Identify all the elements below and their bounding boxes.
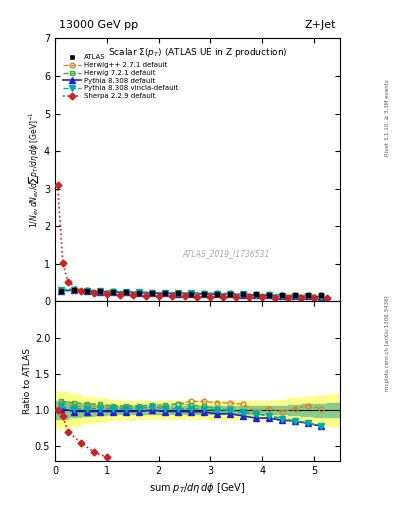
Text: ATLAS_2019_I1736531: ATLAS_2019_I1736531 [182,249,270,259]
Text: Rivet 3.1.10, ≥ 3.1M events: Rivet 3.1.10, ≥ 3.1M events [385,79,390,156]
X-axis label: sum $p_T/d\eta\,d\phi$ [GeV]: sum $p_T/d\eta\,d\phi$ [GeV] [149,481,246,495]
Text: Scalar $\Sigma(p_T)$ (ATLAS UE in Z production): Scalar $\Sigma(p_T)$ (ATLAS UE in Z prod… [108,46,287,59]
Legend: ATLAS, Herwig++ 2.7.1 default, Herwig 7.2.1 default, Pythia 8.308 default, Pythi: ATLAS, Herwig++ 2.7.1 default, Herwig 7.… [61,52,182,102]
Text: Z+Jet: Z+Jet [305,19,336,30]
Y-axis label: Ratio to ATLAS: Ratio to ATLAS [23,348,32,414]
Text: 13000 GeV pp: 13000 GeV pp [59,19,138,30]
Y-axis label: $1/N_{ev}\,dN_{ev}/d\!\sum p_T/d\eta\,d\phi\;[\mathrm{GeV}]^{-1}$: $1/N_{ev}\,dN_{ev}/d\!\sum p_T/d\eta\,d\… [27,112,41,228]
Text: mcplots.cern.ch [arXiv:1306.3436]: mcplots.cern.ch [arXiv:1306.3436] [385,295,390,391]
